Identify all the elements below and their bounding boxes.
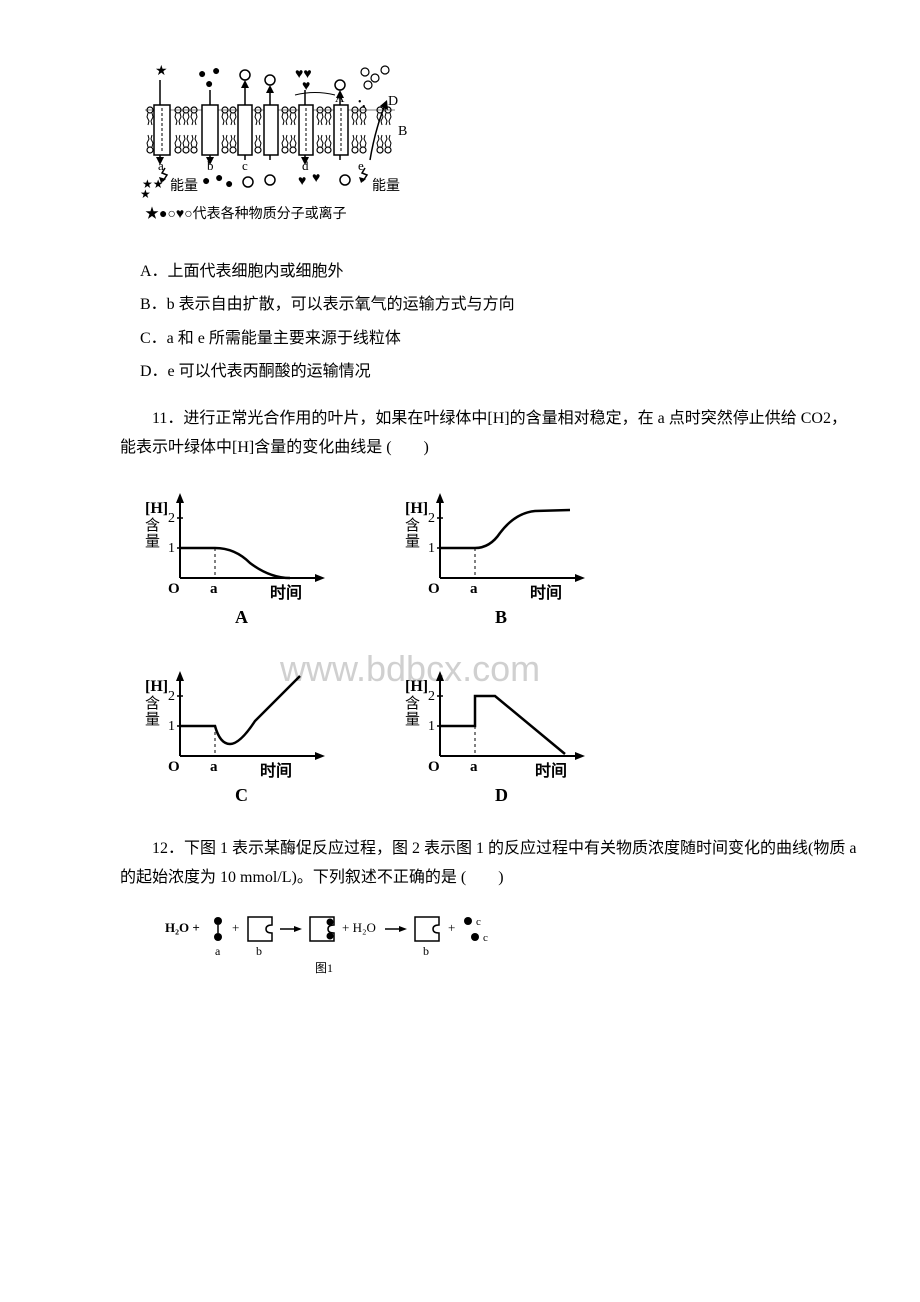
- svg-text:•: •: [358, 97, 362, 108]
- svg-text:A: A: [235, 607, 248, 627]
- svg-text:量: 量: [145, 712, 160, 728]
- svg-text:c: c: [242, 158, 248, 173]
- svg-text:A: A: [335, 90, 345, 105]
- label-energy-left: 能量: [170, 178, 198, 194]
- svg-text:1: 1: [428, 541, 435, 556]
- svg-text:a: a: [210, 759, 218, 775]
- svg-text:1: 1: [168, 541, 175, 556]
- svg-text:b: b: [423, 944, 429, 958]
- svg-text:★: ★: [155, 64, 168, 79]
- svg-text:[H]: [H]: [405, 500, 428, 517]
- svg-text:●: ●: [215, 171, 223, 186]
- label-B: B: [398, 124, 407, 139]
- svg-text:B: B: [495, 607, 507, 627]
- svg-text:量: 量: [405, 712, 420, 728]
- svg-text:2: 2: [168, 511, 175, 526]
- chart-A: [H] 含 量 2 1 O a 时间 A: [140, 478, 360, 637]
- svg-text:♥: ♥: [298, 174, 306, 189]
- svg-text:2: 2: [168, 689, 175, 704]
- svg-text:时间: 时间: [260, 761, 292, 780]
- option-A: A．上面代表细胞内或细胞外: [140, 259, 860, 285]
- svg-text:c: c: [476, 916, 481, 928]
- option-C: C．a 和 e 所需能量主要来源于线粒体: [140, 326, 860, 352]
- svg-text:b: b: [207, 158, 214, 173]
- svg-text:O: O: [428, 759, 440, 775]
- svg-text:O: O: [428, 581, 440, 597]
- svg-text:★: ★: [140, 187, 151, 201]
- chart-C: [H] 含 量 2 1 O a 时间 C: [140, 656, 360, 815]
- svg-text:a: a: [210, 581, 218, 597]
- membrane-diagram: ★ ● ● ● ♥♥ ♥ D A: [140, 60, 860, 239]
- chart-B: [H] 含 量 2 1 O a 时间 B: [400, 478, 620, 637]
- svg-text:+: +: [448, 920, 455, 935]
- svg-text:a: a: [470, 759, 478, 775]
- label-energy-right: 能量: [372, 178, 400, 194]
- svg-text:[H]: [H]: [405, 678, 428, 695]
- svg-text:2: 2: [428, 689, 435, 704]
- svg-text:D: D: [495, 785, 508, 805]
- svg-text:+ H₂O: + H₂O: [342, 920, 376, 935]
- reaction-diagram: H₂O + a + b + H₂O b + c c 图1: [160, 907, 860, 996]
- legend-text: ★●○♥○代表各种物质分子或离子: [145, 205, 347, 222]
- svg-text:♥: ♥: [302, 79, 310, 94]
- svg-text:量: 量: [405, 534, 420, 550]
- svg-text:●: ●: [205, 77, 213, 92]
- svg-text:C: C: [235, 785, 248, 805]
- svg-text:时间: 时间: [535, 761, 567, 780]
- svg-text:2: 2: [428, 511, 435, 526]
- svg-text:♥: ♥: [312, 171, 320, 186]
- svg-text:含: 含: [145, 517, 160, 534]
- option-B: B．b 表示自由扩散，可以表示氧气的运输方式与方向: [140, 292, 860, 318]
- question-12: 12．下图 1 表示某酶促反应过程，图 2 表示图 1 的反应过程中有关物质浓度…: [120, 835, 860, 893]
- svg-text:d: d: [302, 158, 309, 173]
- svg-text:[H]: [H]: [145, 678, 168, 695]
- svg-text:含: 含: [405, 517, 420, 534]
- svg-text:+: +: [232, 920, 239, 935]
- option-D: D．e 可以代表丙酮酸的运输情况: [140, 359, 860, 385]
- svg-text:c: c: [483, 932, 488, 944]
- svg-text:[H]: [H]: [145, 500, 168, 517]
- svg-text:时间: 时间: [270, 583, 302, 602]
- figure-1-label: 图1: [315, 961, 333, 975]
- svg-text:含: 含: [405, 695, 420, 712]
- svg-text:b: b: [256, 944, 262, 958]
- svg-text:●: ●: [225, 177, 233, 192]
- svg-text:时间: 时间: [530, 583, 562, 602]
- chart-D: [H] 含 量 2 1 O a 时间 D: [400, 656, 620, 815]
- svg-text:H₂O +: H₂O +: [165, 920, 200, 935]
- svg-text:a: a: [470, 581, 478, 597]
- charts-q11: [H] 含 量 2 1 O a 时间 A [H]: [140, 478, 860, 815]
- question-11: 11．进行正常光合作用的叶片，如果在叶绿体中[H]的含量相对稳定，在 a 点时突…: [120, 405, 860, 463]
- svg-text:量: 量: [145, 534, 160, 550]
- svg-text:含: 含: [145, 695, 160, 712]
- svg-text:a: a: [215, 944, 221, 958]
- svg-text:O: O: [168, 581, 180, 597]
- svg-text:●: ●: [202, 174, 210, 189]
- svg-text:O: O: [168, 759, 180, 775]
- svg-text:1: 1: [168, 719, 175, 734]
- svg-text:1: 1: [428, 719, 435, 734]
